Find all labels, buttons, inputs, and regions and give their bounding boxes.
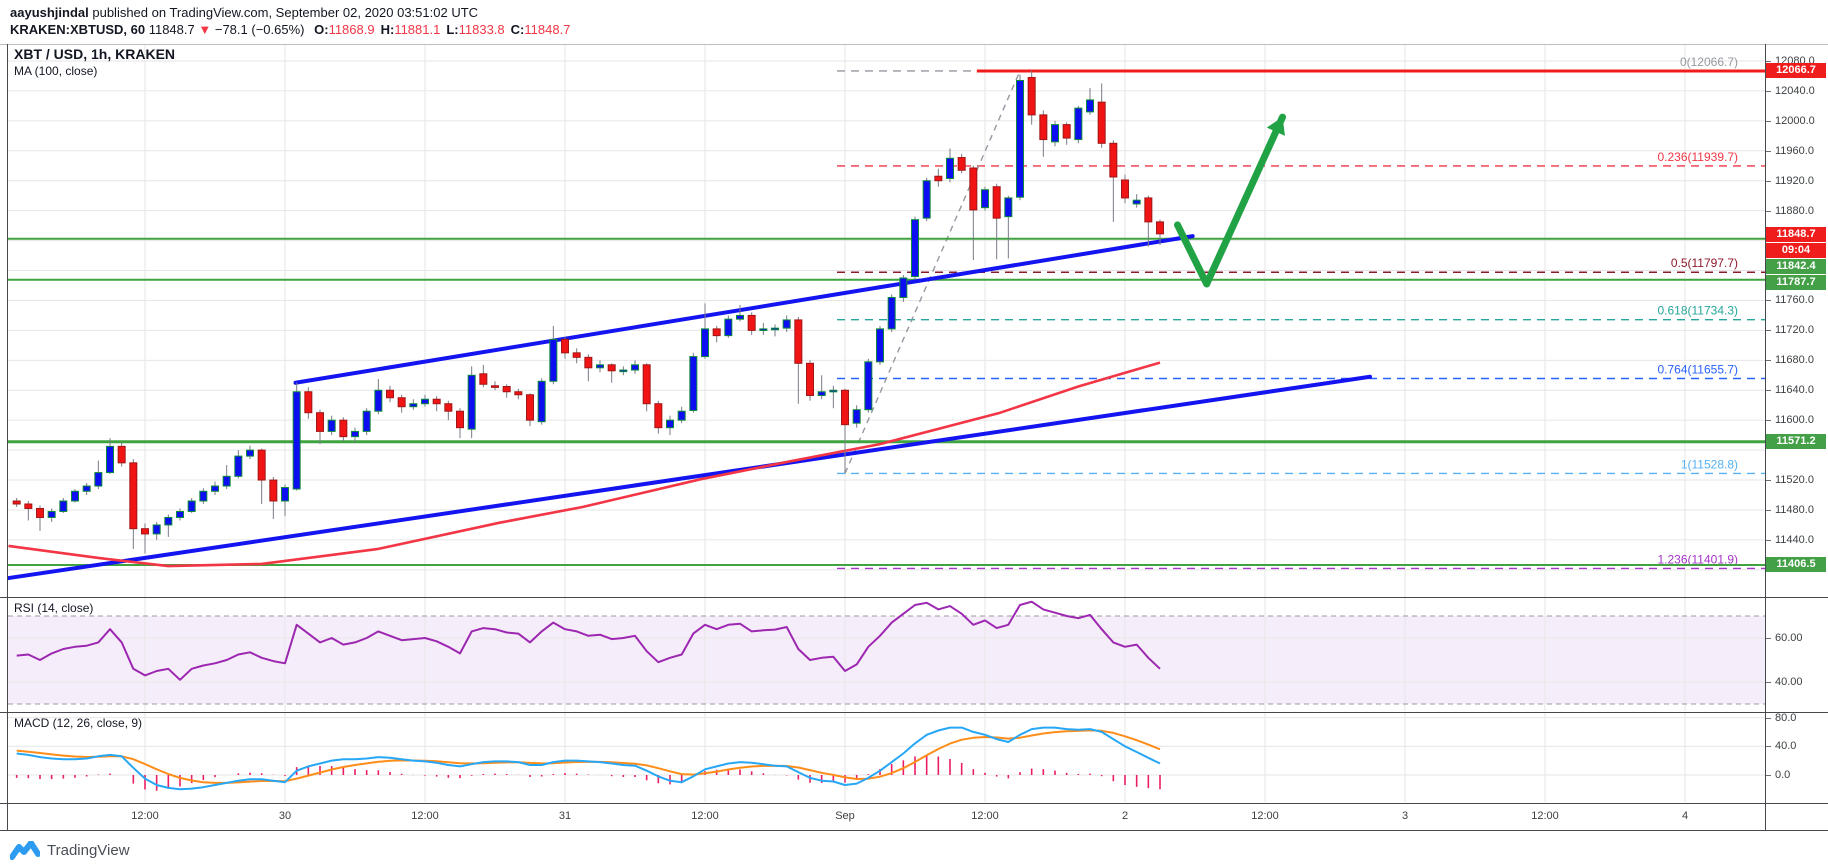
ohlc-key: O: <box>314 22 329 37</box>
axis-corner <box>1765 804 1828 830</box>
time-axis[interactable]: 12:00 30 12:00 31 12:00 Sep 12:00 2 12:00 3 12:00 4 <box>8 804 1765 830</box>
ohlc-value: 11881.1 <box>394 22 441 37</box>
time-axis-label: 12:00 <box>131 810 159 822</box>
macd-svg[interactable] <box>8 713 1765 802</box>
svg-text:0.764(11655.7): 0.764(11655.7) <box>1657 363 1738 377</box>
frame-top-border <box>0 44 1828 45</box>
bounce-arrow[interactable] <box>1174 113 1287 288</box>
rsi-pane[interactable] <box>8 598 1765 711</box>
macd-histogram <box>15 754 1161 791</box>
svg-text:1.236(11401.9): 1.236(11401.9) <box>1657 552 1738 566</box>
quote-line: KRAKEN:XBTUSD, 60 11848.7 ▼ −78.1 (−0.65… <box>10 21 570 38</box>
rsi-band <box>8 616 1765 704</box>
macd-pane[interactable] <box>8 713 1765 802</box>
tradingview-logo-icon <box>10 841 40 860</box>
tradingview-watermark[interactable]: TradingView <box>10 841 130 860</box>
price-tick: 11640.0 <box>1766 383 1828 397</box>
time-axis-label: 12:00 <box>1531 810 1559 822</box>
price-tick: 11480.0 <box>1766 503 1828 517</box>
ohlc-value: 11868.9 <box>328 22 375 37</box>
price-tick: 12040.0 <box>1766 84 1828 98</box>
time-axis-label: 31 <box>558 810 572 822</box>
macd-tick: 40.0 <box>1766 739 1828 753</box>
rsi-line[interactable] <box>16 600 1161 681</box>
price-tick: 11720.0 <box>1766 323 1828 337</box>
ma100-line[interactable] <box>8 361 1161 568</box>
author-name: aayushjindal <box>10 5 89 20</box>
svg-text:0(12066.7): 0(12066.7) <box>1680 55 1738 69</box>
pane-separator-rsi[interactable] <box>0 597 1828 598</box>
price-badge: 12066.7 <box>1766 63 1826 79</box>
fib-retracement-layer[interactable]: 0(12066.7) 0.236(11939.7) 0.5(11797.7) 0.61… <box>837 55 1765 570</box>
price-badge: 11787.7 <box>1766 274 1826 290</box>
svg-text:0.236(11939.7): 0.236(11939.7) <box>1657 150 1738 164</box>
main-chart-pane[interactable]: 0(12066.7) 0.236(11939.7) 0.5(11797.7) 0.61… <box>8 45 1765 597</box>
rsi-tick: 40.00 <box>1766 675 1828 689</box>
price-badge: 11406.5 <box>1766 557 1826 573</box>
fib-trend-diagonal <box>844 70 1021 474</box>
ohlc-key: H: <box>380 22 395 37</box>
ohlc-key: L: <box>446 22 459 37</box>
rsi-grid-layer <box>8 598 1765 711</box>
price-tick: 11960.0 <box>1766 144 1828 158</box>
last-price: 11848.7 <box>148 22 195 37</box>
time-axis-label: 12:00 <box>411 810 439 822</box>
price-tick: 11440.0 <box>1766 533 1828 547</box>
time-axis-label: 2 <box>1121 810 1129 822</box>
down-triangle-icon: ▼ <box>198 22 212 37</box>
time-axis-label: 12:00 <box>1251 810 1279 822</box>
trend-line <box>8 374 1373 581</box>
ohlc-value: 11848.7 <box>524 22 571 37</box>
countdown-badge: 09:04 <box>1766 242 1826 258</box>
svg-text:1(11528.8): 1(11528.8) <box>1681 457 1738 471</box>
price-axis[interactable]: 12080.0 12040.0 12000.0 11960.0 11920.0 11880… <box>1766 44 1828 830</box>
time-axis-label: 12:00 <box>971 810 999 822</box>
rsi-tick: 60.00 <box>1766 631 1828 645</box>
time-axis-label: 30 <box>278 810 292 822</box>
ohlc-values: O:11868.9 H:11881.1 L:11833.8 C:11848.7 <box>308 22 570 37</box>
macd-tick: 0.0 <box>1766 768 1828 782</box>
svg-text:0.618(11734.3): 0.618(11734.3) <box>1657 304 1738 318</box>
price-tick: 11680.0 <box>1766 353 1828 367</box>
symbol-name: KRAKEN:XBTUSD, 60 <box>10 22 146 37</box>
price-tick: 12000.0 <box>1766 114 1828 128</box>
frame-left-border <box>7 44 8 830</box>
ohlc-value: 11833.8 <box>458 22 505 37</box>
time-axis-label: 4 <box>1681 810 1689 822</box>
price-badge: 11842.4 <box>1766 258 1826 274</box>
macd-tick: 80.0 <box>1766 711 1828 725</box>
grid-layer <box>8 45 1765 597</box>
price-change: −78.1 (−0.65%) <box>214 22 305 37</box>
candles-layer <box>12 70 1165 554</box>
ohlc-key: C: <box>510 22 525 37</box>
time-axis-label: Sep <box>835 810 855 822</box>
byline-text: published on TradingView.com, September … <box>88 5 479 20</box>
pane-separator-macd[interactable] <box>0 712 1828 713</box>
byline: aayushjindal published on TradingView.co… <box>10 4 478 21</box>
price-tick: 11920.0 <box>1766 174 1828 188</box>
macd-grid-layer <box>8 713 1765 802</box>
price-tick: 11520.0 <box>1766 473 1828 487</box>
price-tick: 11880.0 <box>1766 204 1828 218</box>
time-axis-label: 3 <box>1401 810 1409 822</box>
bounce-arrow-head <box>1266 117 1285 136</box>
trend-line <box>293 234 1195 385</box>
time-axis-bottom-border <box>0 830 1828 831</box>
rsi-svg[interactable] <box>8 598 1765 711</box>
time-axis-label: 12:00 <box>691 810 719 822</box>
svg-text:0.5(11797.7): 0.5(11797.7) <box>1671 256 1738 270</box>
main-chart-svg[interactable]: 0(12066.7) 0.236(11939.7) 0.5(11797.7) 0.61… <box>8 45 1765 597</box>
watermark-text: TradingView <box>47 842 130 859</box>
trend-lines-layer[interactable] <box>8 234 1373 581</box>
macd-line[interactable] <box>16 726 1161 791</box>
time-axis-top-border <box>0 803 1828 804</box>
price-axis-separator <box>1765 44 1766 830</box>
price-badge: 11571.2 <box>1766 434 1826 450</box>
price-tick: 11760.0 <box>1766 293 1828 307</box>
price-tick: 11600.0 <box>1766 413 1828 427</box>
price-badge: 11848.7 <box>1766 226 1826 242</box>
